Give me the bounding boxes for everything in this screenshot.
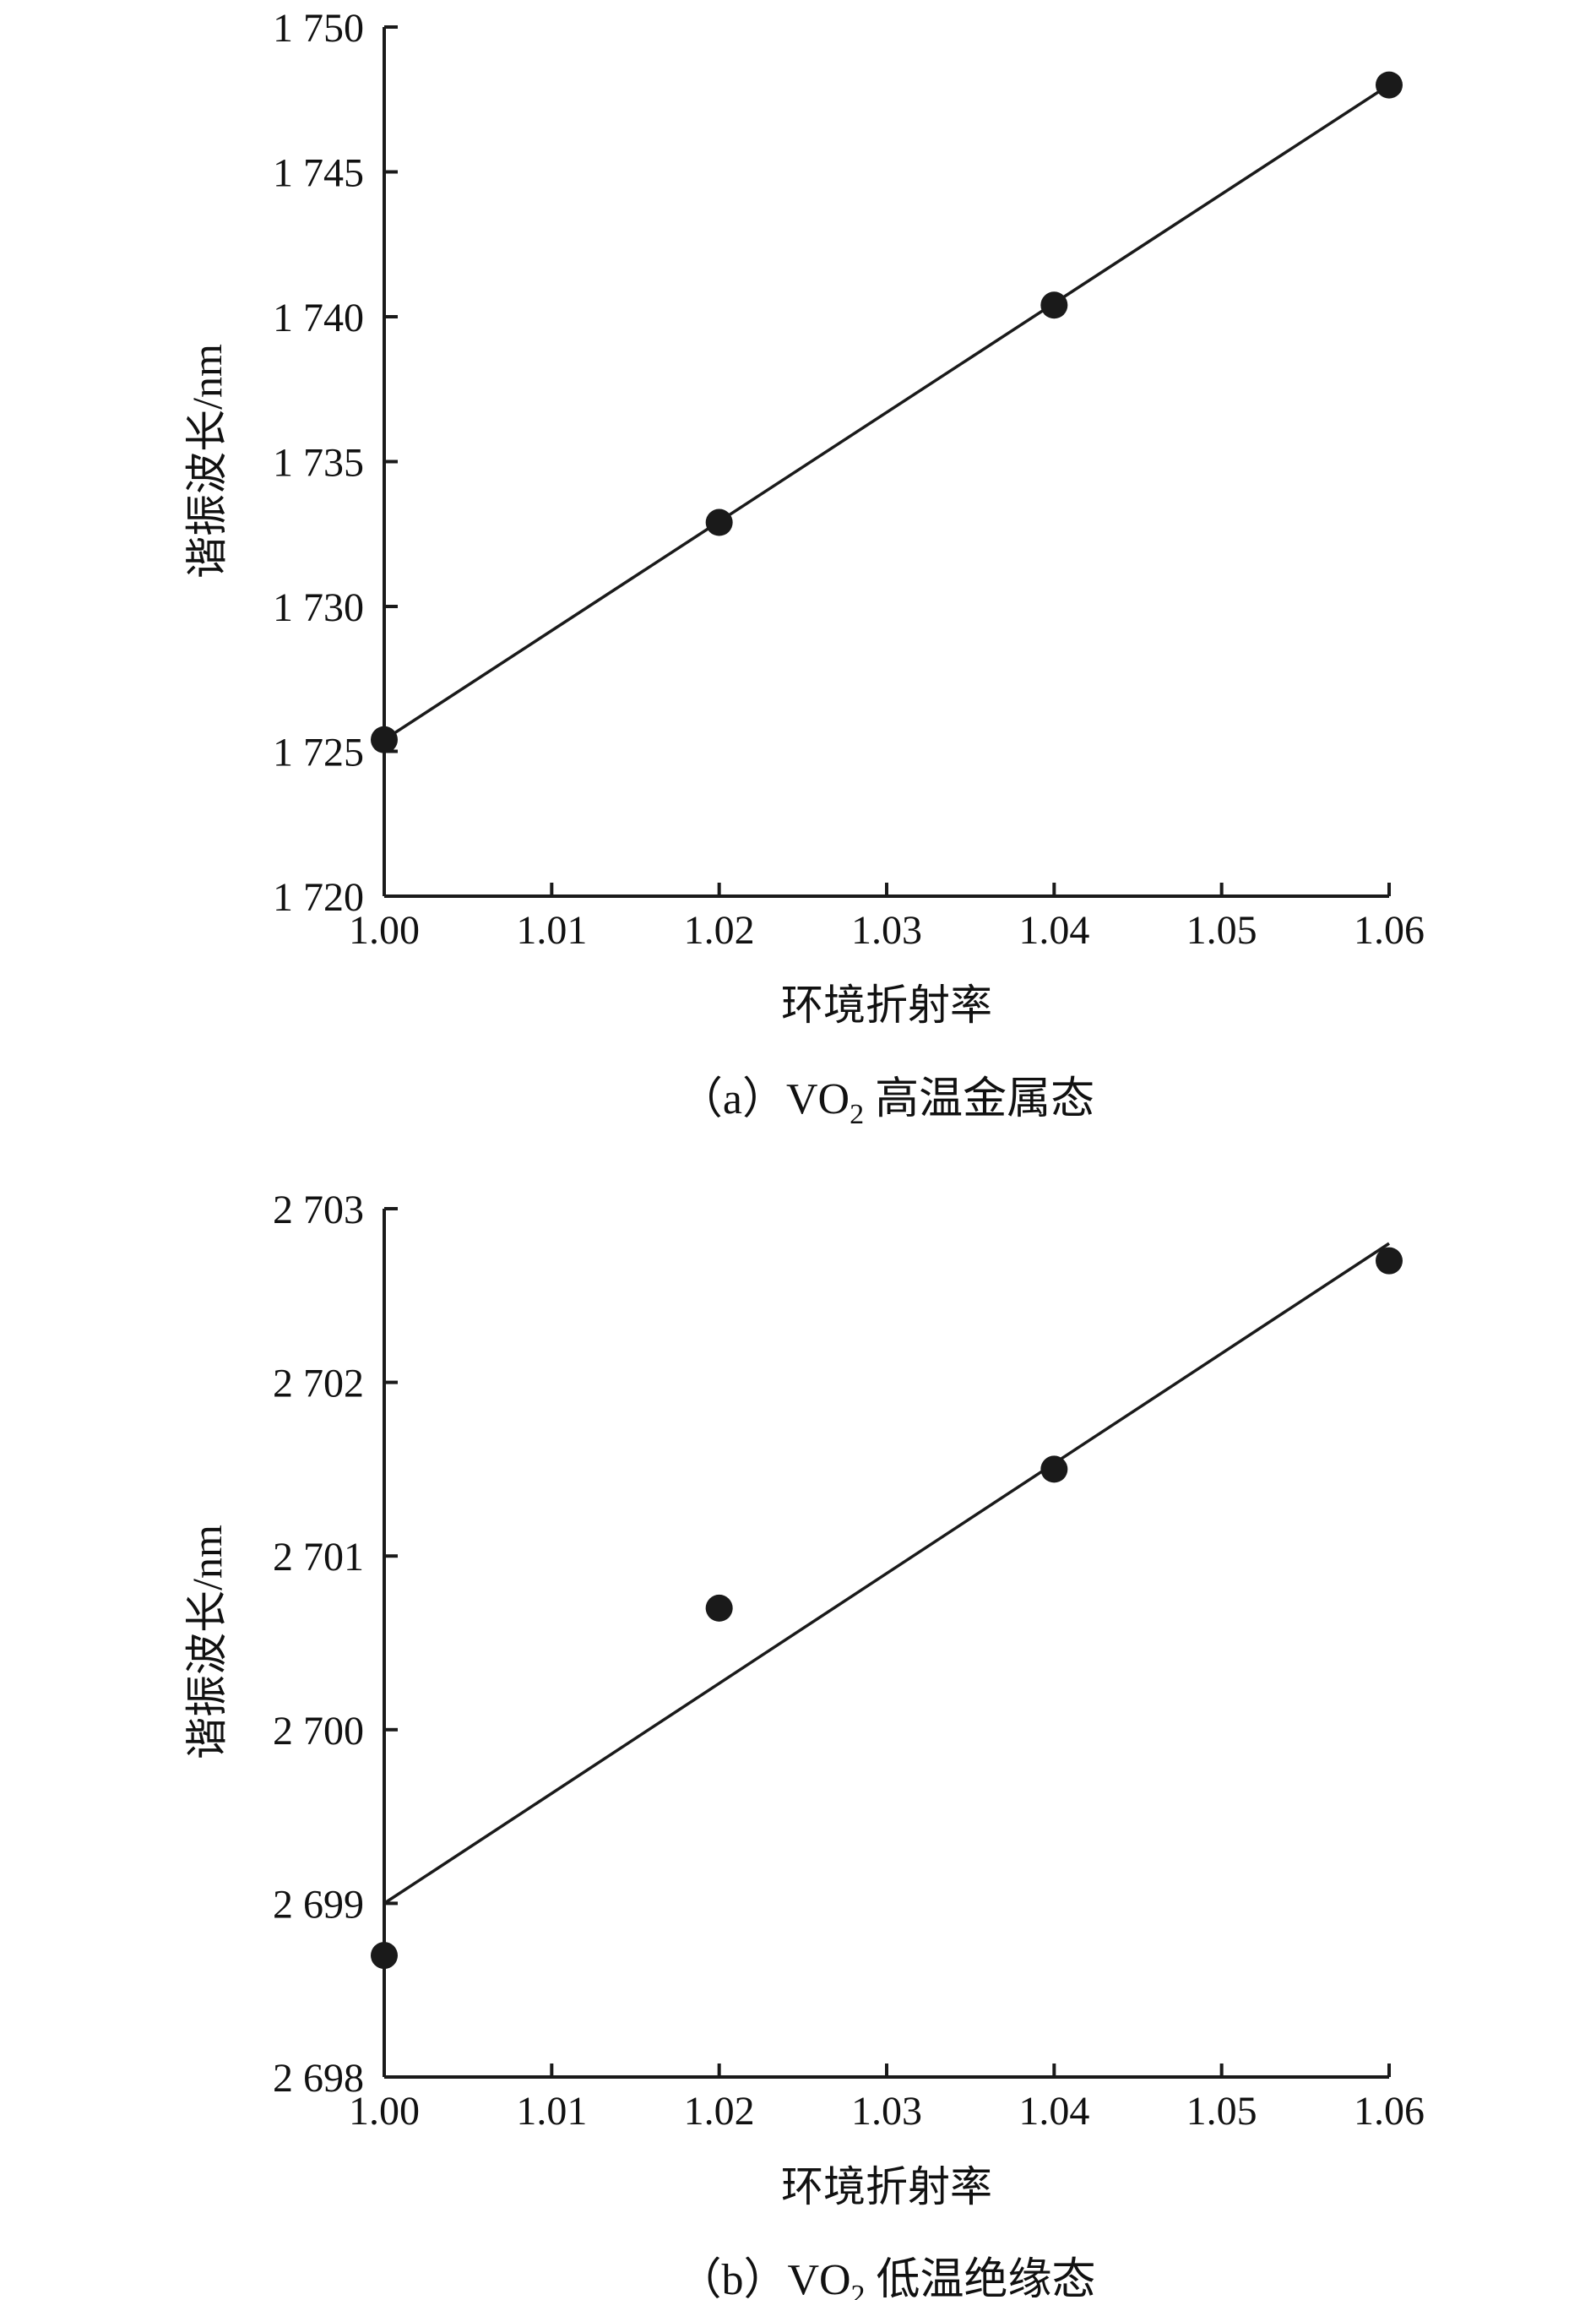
y-tick-label: 1 730	[273, 585, 364, 630]
y-tick-label: 2 699	[273, 1882, 364, 1927]
chart-caption: （b）VO2 低温绝缘态	[677, 2256, 1095, 2300]
y-tick-label: 2 701	[273, 1535, 364, 1580]
data-point	[1376, 1247, 1403, 1275]
y-tick-label: 1 735	[273, 441, 364, 486]
data-point	[1040, 291, 1068, 319]
data-point	[1376, 71, 1403, 99]
fit-line	[383, 84, 1390, 742]
x-tick-label: 1.03	[851, 2089, 922, 2134]
data-point	[705, 508, 733, 536]
y-tick-label: 2 703	[273, 1188, 364, 1232]
x-tick-label: 1.01	[516, 908, 587, 953]
x-tick-label: 1.06	[1354, 2089, 1425, 2134]
caption-prefix: （b）VO	[677, 2256, 850, 2300]
x-tick-label: 1.05	[1186, 2089, 1257, 2134]
y-tick-label: 1 720	[273, 875, 364, 920]
y-axis-ticks: 1 720 1 725 1 730 1 735 1 740 1 745 1 750	[273, 6, 398, 920]
chart-a: 1 720 1 725 1 730 1 735 1 740 1 745 1 750 1.00…	[183, 6, 1425, 1130]
y-tick-label: 1 740	[273, 296, 364, 340]
x-tick-label: 1.02	[684, 908, 755, 953]
y-tick-label: 2 698	[273, 2056, 364, 2101]
caption-suffix: 低温绝缘态	[866, 2256, 1096, 2300]
y-tick-label: 2 700	[273, 1709, 364, 1754]
caption-subscript: 2	[850, 1099, 864, 1130]
data-points	[371, 71, 1403, 753]
y-axis-ticks: 2 698 2 699 2 700 2 701 2 702 2 703	[273, 1188, 398, 2101]
x-axis-title: 环境折射率	[781, 981, 992, 1029]
x-tick-label: 1.00	[349, 908, 420, 953]
x-tick-label: 1.04	[1018, 2089, 1089, 2134]
y-axis-title: 谐振波长/nm	[183, 1525, 231, 1759]
x-axis-title: 环境折射率	[781, 2163, 992, 2210]
data-point	[371, 726, 398, 753]
data-point	[1040, 1455, 1068, 1483]
caption-subscript: 2	[851, 2280, 866, 2300]
data-point	[371, 1942, 398, 1970]
data-points	[371, 1247, 1403, 1970]
x-axis-ticks: 1.00 1.01 1.02 1.03 1.04 1.05 1.06	[349, 883, 1425, 953]
caption-suffix: 高温金属态	[864, 1075, 1094, 1123]
x-tick-label: 1.06	[1354, 908, 1425, 953]
x-tick-label: 1.00	[349, 2089, 420, 2134]
x-tick-label: 1.04	[1018, 908, 1089, 953]
x-tick-label: 1.02	[684, 2089, 755, 2134]
chart-caption: （a）VO2 高温金属态	[679, 1075, 1094, 1130]
fit-line	[383, 1242, 1390, 1905]
x-tick-label: 1.01	[516, 2089, 587, 2134]
data-point	[705, 1594, 733, 1622]
y-axis-title: 谐振波长/nm	[183, 344, 231, 579]
y-tick-label: 1 725	[273, 731, 364, 775]
y-tick-label: 1 750	[273, 6, 364, 51]
x-axis-ticks: 1.00 1.01 1.02 1.03 1.04 1.05 1.06	[349, 2063, 1425, 2134]
y-tick-label: 2 702	[273, 1362, 364, 1406]
y-tick-label: 1 745	[273, 151, 364, 196]
x-tick-label: 1.03	[851, 908, 922, 953]
caption-prefix: （a）VO	[679, 1075, 850, 1123]
x-tick-label: 1.05	[1186, 908, 1257, 953]
